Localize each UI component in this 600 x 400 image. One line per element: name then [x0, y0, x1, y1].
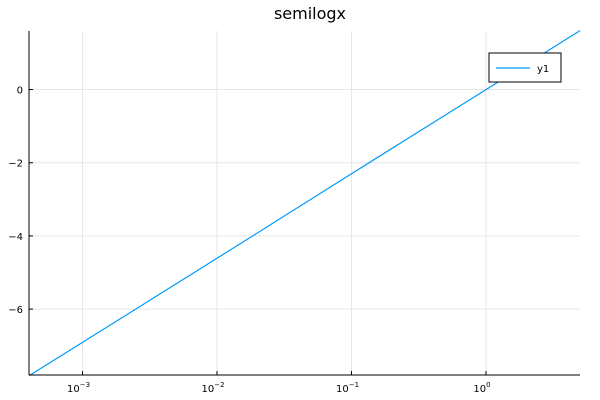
x-tick-label: 10−1: [336, 381, 359, 395]
axes: [28, 31, 580, 376]
y-tick-label: −2: [8, 159, 23, 170]
x-axis-ticks: 10−3 10−2 10−1 100: [67, 371, 491, 395]
x-tick-label: 10−3: [67, 381, 90, 395]
x-tick-label: 10−2: [201, 381, 224, 395]
chart-title: semilogx: [274, 4, 346, 23]
legend: y1: [488, 52, 562, 83]
y-axis-ticks: 0 −2 −4 −6: [8, 86, 33, 316]
legend-label: y1: [537, 64, 549, 75]
y-tick-label: −4: [8, 232, 23, 243]
y-tick-label: −6: [8, 305, 23, 316]
y-tick-label: 0: [17, 86, 23, 97]
x-tick-label: 100: [473, 381, 490, 395]
grid-lines: [29, 31, 580, 375]
